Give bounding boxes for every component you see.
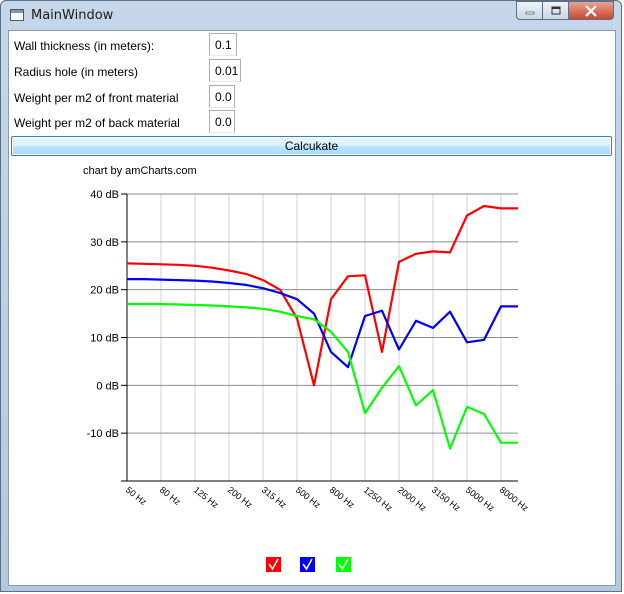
x-tick-label: 80 Hz [158, 485, 183, 508]
x-tick-label: 2000 Hz [396, 485, 429, 514]
window-title: MainWindow [31, 8, 114, 23]
y-tick-label: 40 dB [90, 189, 119, 201]
checkmark-icon [268, 558, 279, 571]
x-tick-label: 500 Hz [294, 485, 323, 511]
close-button[interactable] [568, 1, 614, 20]
client-area: Wall thickness (in meters): 0.1 Radius h… [8, 30, 616, 586]
legend-swatch [336, 557, 351, 572]
checkmark-icon [302, 558, 313, 571]
series-line-1 [126, 204, 518, 387]
x-tick-label: 800 Hz [328, 485, 357, 511]
minimize-icon [525, 11, 534, 14]
checkmark-icon [338, 558, 349, 571]
back-weight-label: Weight per m2 of back material [14, 116, 180, 130]
y-axis: 40 dB 30 dB 20 dB 10 dB 0 dB -10 dB [87, 189, 128, 482]
wall-thickness-input[interactable]: 0.1 [209, 33, 237, 56]
x-tick-label: 125 Hz [192, 485, 221, 511]
chart-credit[interactable]: chart by amCharts.com [83, 165, 197, 177]
back-weight-input[interactable]: 0.0 [209, 110, 235, 133]
radius-hole-input[interactable]: 0.01 [209, 59, 241, 82]
chart-legend [266, 557, 351, 572]
maximize-icon [551, 6, 560, 14]
title-bar[interactable]: MainWindow [1, 1, 623, 30]
x-tick-label: 8000 Hz [498, 485, 531, 514]
legend-swatch [266, 557, 281, 572]
front-weight-input[interactable]: 0.0 [209, 85, 235, 108]
series-line-3 [127, 302, 518, 450]
y-tick-label: 0 dB [96, 380, 119, 392]
y-tick-label: 30 dB [90, 237, 119, 249]
x-tick-label: 1250 Hz [362, 485, 395, 514]
window-bottom-border [0, 585, 624, 594]
y-tick-label: -10 dB [87, 428, 119, 440]
maximize-button[interactable] [542, 1, 569, 20]
x-tick-label: 315 Hz [260, 485, 289, 511]
x-tick-label: 50 Hz [124, 485, 149, 508]
app-window-icon [10, 9, 24, 21]
x-tick-label: 5000 Hz [464, 485, 497, 514]
front-weight-label: Weight per m2 of front material [14, 91, 179, 105]
x-tick-label: 200 Hz [226, 485, 255, 511]
x-axis: 50 Hz 80 Hz 125 Hz 200 Hz 315 Hz 500 Hz 800 Hz… [124, 480, 531, 514]
chart: chart by amCharts.com 40 dB 30 dB 20 dB 10 … [83, 165, 531, 572]
x-tick-label: 3150 Hz [430, 485, 463, 514]
chart-grid [126, 193, 518, 481]
legend-item-2[interactable] [300, 557, 315, 572]
wall-thickness-label: Wall thickness (in meters): [14, 39, 155, 53]
calculate-button[interactable]: Calcukate [11, 136, 612, 156]
series-line-2 [127, 277, 518, 369]
minimize-button[interactable] [516, 1, 543, 20]
close-icon [585, 4, 597, 17]
y-tick-label: 20 dB [90, 285, 119, 297]
legend-swatch [300, 557, 315, 572]
legend-item-1[interactable] [266, 557, 281, 572]
radius-hole-label: Radius hole (in meters) [14, 65, 139, 79]
legend-item-3[interactable] [336, 557, 351, 572]
chart-series [126, 204, 518, 450]
y-tick-label: 10 dB [90, 333, 119, 345]
